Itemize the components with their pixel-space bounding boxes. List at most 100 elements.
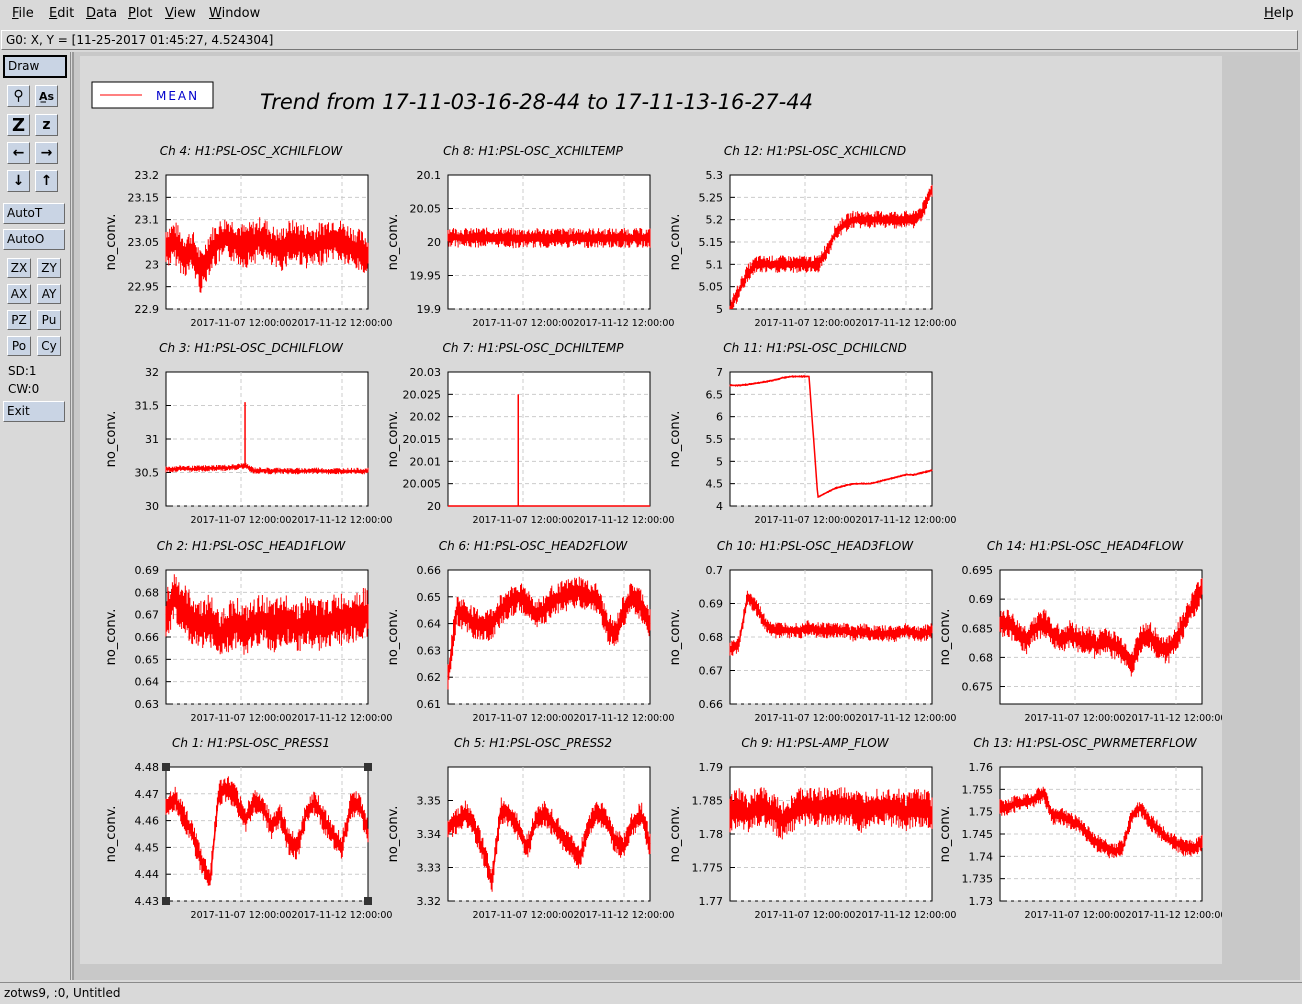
- x-tick-label: 2017-11-07 12:00:00: [473, 910, 574, 921]
- menu-data[interactable]: Data: [86, 6, 118, 21]
- chart-plot-area: [447, 569, 651, 705]
- pu-button[interactable]: Pu: [37, 310, 61, 330]
- chart-ch-0[interactable]: Ch 4: H1:PSL-OSC_XCHILFLOW no_conv. 23.2 23…: [104, 144, 392, 329]
- magnifier-icon[interactable]: ⚲: [7, 85, 30, 107]
- chart-ylabel: no_conv.: [386, 806, 401, 863]
- plot-canvas[interactable]: MEAN Trend from 17-11-03-16-28-44 to 17-…: [80, 56, 1226, 964]
- y-tick-label: 5.05: [699, 281, 724, 294]
- chart-title: Ch 5: H1:PSL-OSC_PRESS2: [454, 736, 612, 750]
- legend: MEAN: [91, 81, 214, 109]
- y-tick-label: 0.675: [962, 681, 994, 694]
- selection-handle[interactable]: [364, 897, 372, 905]
- x-tick-label: 2017-11-07 12:00:00: [1025, 713, 1126, 724]
- chart-ch-7[interactable]: Ch 6: H1:PSL-OSC_HEAD2FLOW no_conv. 0.66 0.…: [386, 539, 674, 724]
- selection-handle[interactable]: [162, 763, 170, 771]
- chart-ylabel: no_conv.: [104, 806, 119, 863]
- x-tick-label: 2017-11-07 12:00:00: [1025, 910, 1126, 921]
- menu-file[interactable]: File: [12, 6, 34, 21]
- mean-band: [447, 576, 651, 690]
- chart-ylabel: no_conv.: [668, 411, 683, 468]
- chart-ch-12[interactable]: Ch 9: H1:PSL-AMP_FLOW no_conv. 1.79 1.785 1.…: [668, 736, 956, 921]
- zoom-z-large-icon[interactable]: Z: [7, 114, 30, 136]
- cy-button[interactable]: Cy: [37, 336, 61, 356]
- chart-ch-8[interactable]: Ch 10: H1:PSL-OSC_HEAD3FLOW no_conv. 0.7 0.…: [668, 539, 956, 724]
- x-tick-label: 2017-11-07 12:00:00: [473, 515, 574, 526]
- chart-ylabel: no_conv.: [938, 806, 953, 863]
- y-tick-label: 5.25: [699, 191, 724, 204]
- y-tick-label: 0.63: [135, 698, 160, 711]
- x-tick-label: 2017-11-12 12:00:00: [856, 318, 957, 329]
- y-tick-label: 0.68: [699, 631, 724, 644]
- chart-ch-4[interactable]: Ch 7: H1:PSL-OSC_DCHILTEMP no_conv. 20.03 2…: [386, 341, 674, 526]
- y-tick-label: 4.43: [135, 895, 160, 908]
- chart-title: Ch 10: H1:PSL-OSC_HEAD3FLOW: [717, 539, 914, 553]
- x-tick-label: 2017-11-12 12:00:00: [574, 713, 675, 724]
- y-tick-label: 6: [716, 411, 723, 424]
- y-tick-label: 0.695: [962, 564, 994, 577]
- menu-plot[interactable]: Plot: [128, 6, 153, 21]
- mean-band: [729, 590, 933, 656]
- y-tick-label: 0.67: [135, 609, 160, 622]
- menu-view[interactable]: View: [165, 6, 196, 21]
- arrow-left-icon[interactable]: ←: [7, 142, 30, 164]
- y-tick-label: 0.62: [417, 671, 442, 684]
- y-tick-label: 1.74: [969, 850, 994, 863]
- arrow-up-icon[interactable]: ↑: [35, 170, 58, 192]
- mean-band: [729, 787, 933, 840]
- zy-button[interactable]: ZY: [37, 258, 61, 278]
- chart-ch-13[interactable]: Ch 13: H1:PSL-OSC_PWRMETERFLOW no_conv. 1.…: [938, 736, 1226, 921]
- chart-title: Ch 11: H1:PSL-OSC_DCHILCND: [723, 341, 906, 355]
- menu-help[interactable]: Help: [1264, 6, 1294, 21]
- text-tool-icon[interactable]: A̲s: [35, 85, 58, 107]
- x-tick-label: 2017-11-07 12:00:00: [191, 515, 292, 526]
- x-tick-label: 2017-11-12 12:00:00: [856, 910, 957, 921]
- autoo-button[interactable]: AutoO: [3, 229, 65, 250]
- zoom-z-small-icon[interactable]: z: [35, 114, 58, 136]
- y-tick-label: 20.1: [417, 169, 442, 182]
- mean-band: [165, 776, 369, 886]
- ay-button[interactable]: AY: [37, 284, 61, 304]
- chart-ch-3[interactable]: Ch 3: H1:PSL-OSC_DCHILFLOW no_conv. 32 31.5…: [104, 341, 392, 526]
- y-tick-label: 0.64: [417, 618, 442, 631]
- chart-title: Ch 2: H1:PSL-OSC_HEAD1FLOW: [157, 539, 347, 553]
- selection-handle[interactable]: [364, 763, 372, 771]
- po-button[interactable]: Po: [7, 336, 31, 356]
- y-tick-label: 23.05: [128, 236, 160, 249]
- ax-button[interactable]: AX: [7, 284, 31, 304]
- y-tick-label: 3.32: [417, 895, 442, 908]
- menu-window[interactable]: Window: [209, 6, 261, 21]
- x-tick-label: 2017-11-07 12:00:00: [473, 318, 574, 329]
- y-tick-label: 23.15: [128, 191, 160, 204]
- y-tick-label: 20.05: [410, 203, 442, 216]
- x-tick-label: 2017-11-07 12:00:00: [755, 713, 856, 724]
- pz-button[interactable]: PZ: [7, 310, 31, 330]
- y-tick-label: 3.34: [417, 828, 442, 841]
- chart-ch-2[interactable]: Ch 12: H1:PSL-OSC_XCHILCND no_conv. 5.3 5.2…: [668, 144, 956, 329]
- y-tick-label: 23.2: [135, 169, 160, 182]
- y-tick-label: 19.95: [410, 270, 442, 283]
- chart-ch-10[interactable]: Ch 1: H1:PSL-OSC_PRESS1 no_conv. 4.48 4.47 4…: [104, 736, 392, 921]
- chart-ch-9[interactable]: Ch 14: H1:PSL-OSC_HEAD4FLOW no_conv. 0.695…: [938, 539, 1226, 724]
- chart-ch-6[interactable]: Ch 2: H1:PSL-OSC_HEAD1FLOW no_conv. 0.69 0.…: [104, 539, 392, 724]
- arrow-down-icon[interactable]: ↓: [7, 170, 30, 192]
- draw-button[interactable]: Draw: [3, 55, 67, 78]
- y-tick-label: 1.745: [962, 828, 994, 841]
- arrow-right-icon[interactable]: →: [35, 142, 58, 164]
- chart-ch-5[interactable]: Ch 11: H1:PSL-OSC_DCHILCND no_conv. 7 6.5 6 5…: [668, 341, 956, 526]
- chart-ch-11[interactable]: Ch 5: H1:PSL-OSC_PRESS2 no_conv. 3.35 3.34 3…: [386, 736, 674, 921]
- selection-handle[interactable]: [162, 897, 170, 905]
- mean-band: [165, 574, 369, 655]
- chart-ylabel: no_conv.: [386, 609, 401, 666]
- y-tick-label: 0.61: [417, 698, 442, 711]
- y-tick-label: 4: [716, 500, 723, 513]
- left-toolbar: Draw ⚲ A̲s Z z ← → ↓ ↑ AutoT AutoO ZX ZY…: [0, 52, 71, 980]
- menu-edit[interactable]: Edit: [49, 6, 75, 21]
- y-tick-label: 20.02: [410, 411, 442, 424]
- chart-ch-1[interactable]: Ch 8: H1:PSL-OSC_XCHILTEMP no_conv. 20.1 20…: [386, 144, 674, 329]
- y-tick-label: 0.68: [135, 586, 160, 599]
- autot-button[interactable]: AutoT: [3, 203, 65, 224]
- chart-title: Ch 13: H1:PSL-OSC_PWRMETERFLOW: [973, 736, 1197, 750]
- exit-button[interactable]: Exit: [3, 401, 65, 422]
- y-tick-label: 20.015: [403, 433, 442, 446]
- zx-button[interactable]: ZX: [7, 258, 31, 278]
